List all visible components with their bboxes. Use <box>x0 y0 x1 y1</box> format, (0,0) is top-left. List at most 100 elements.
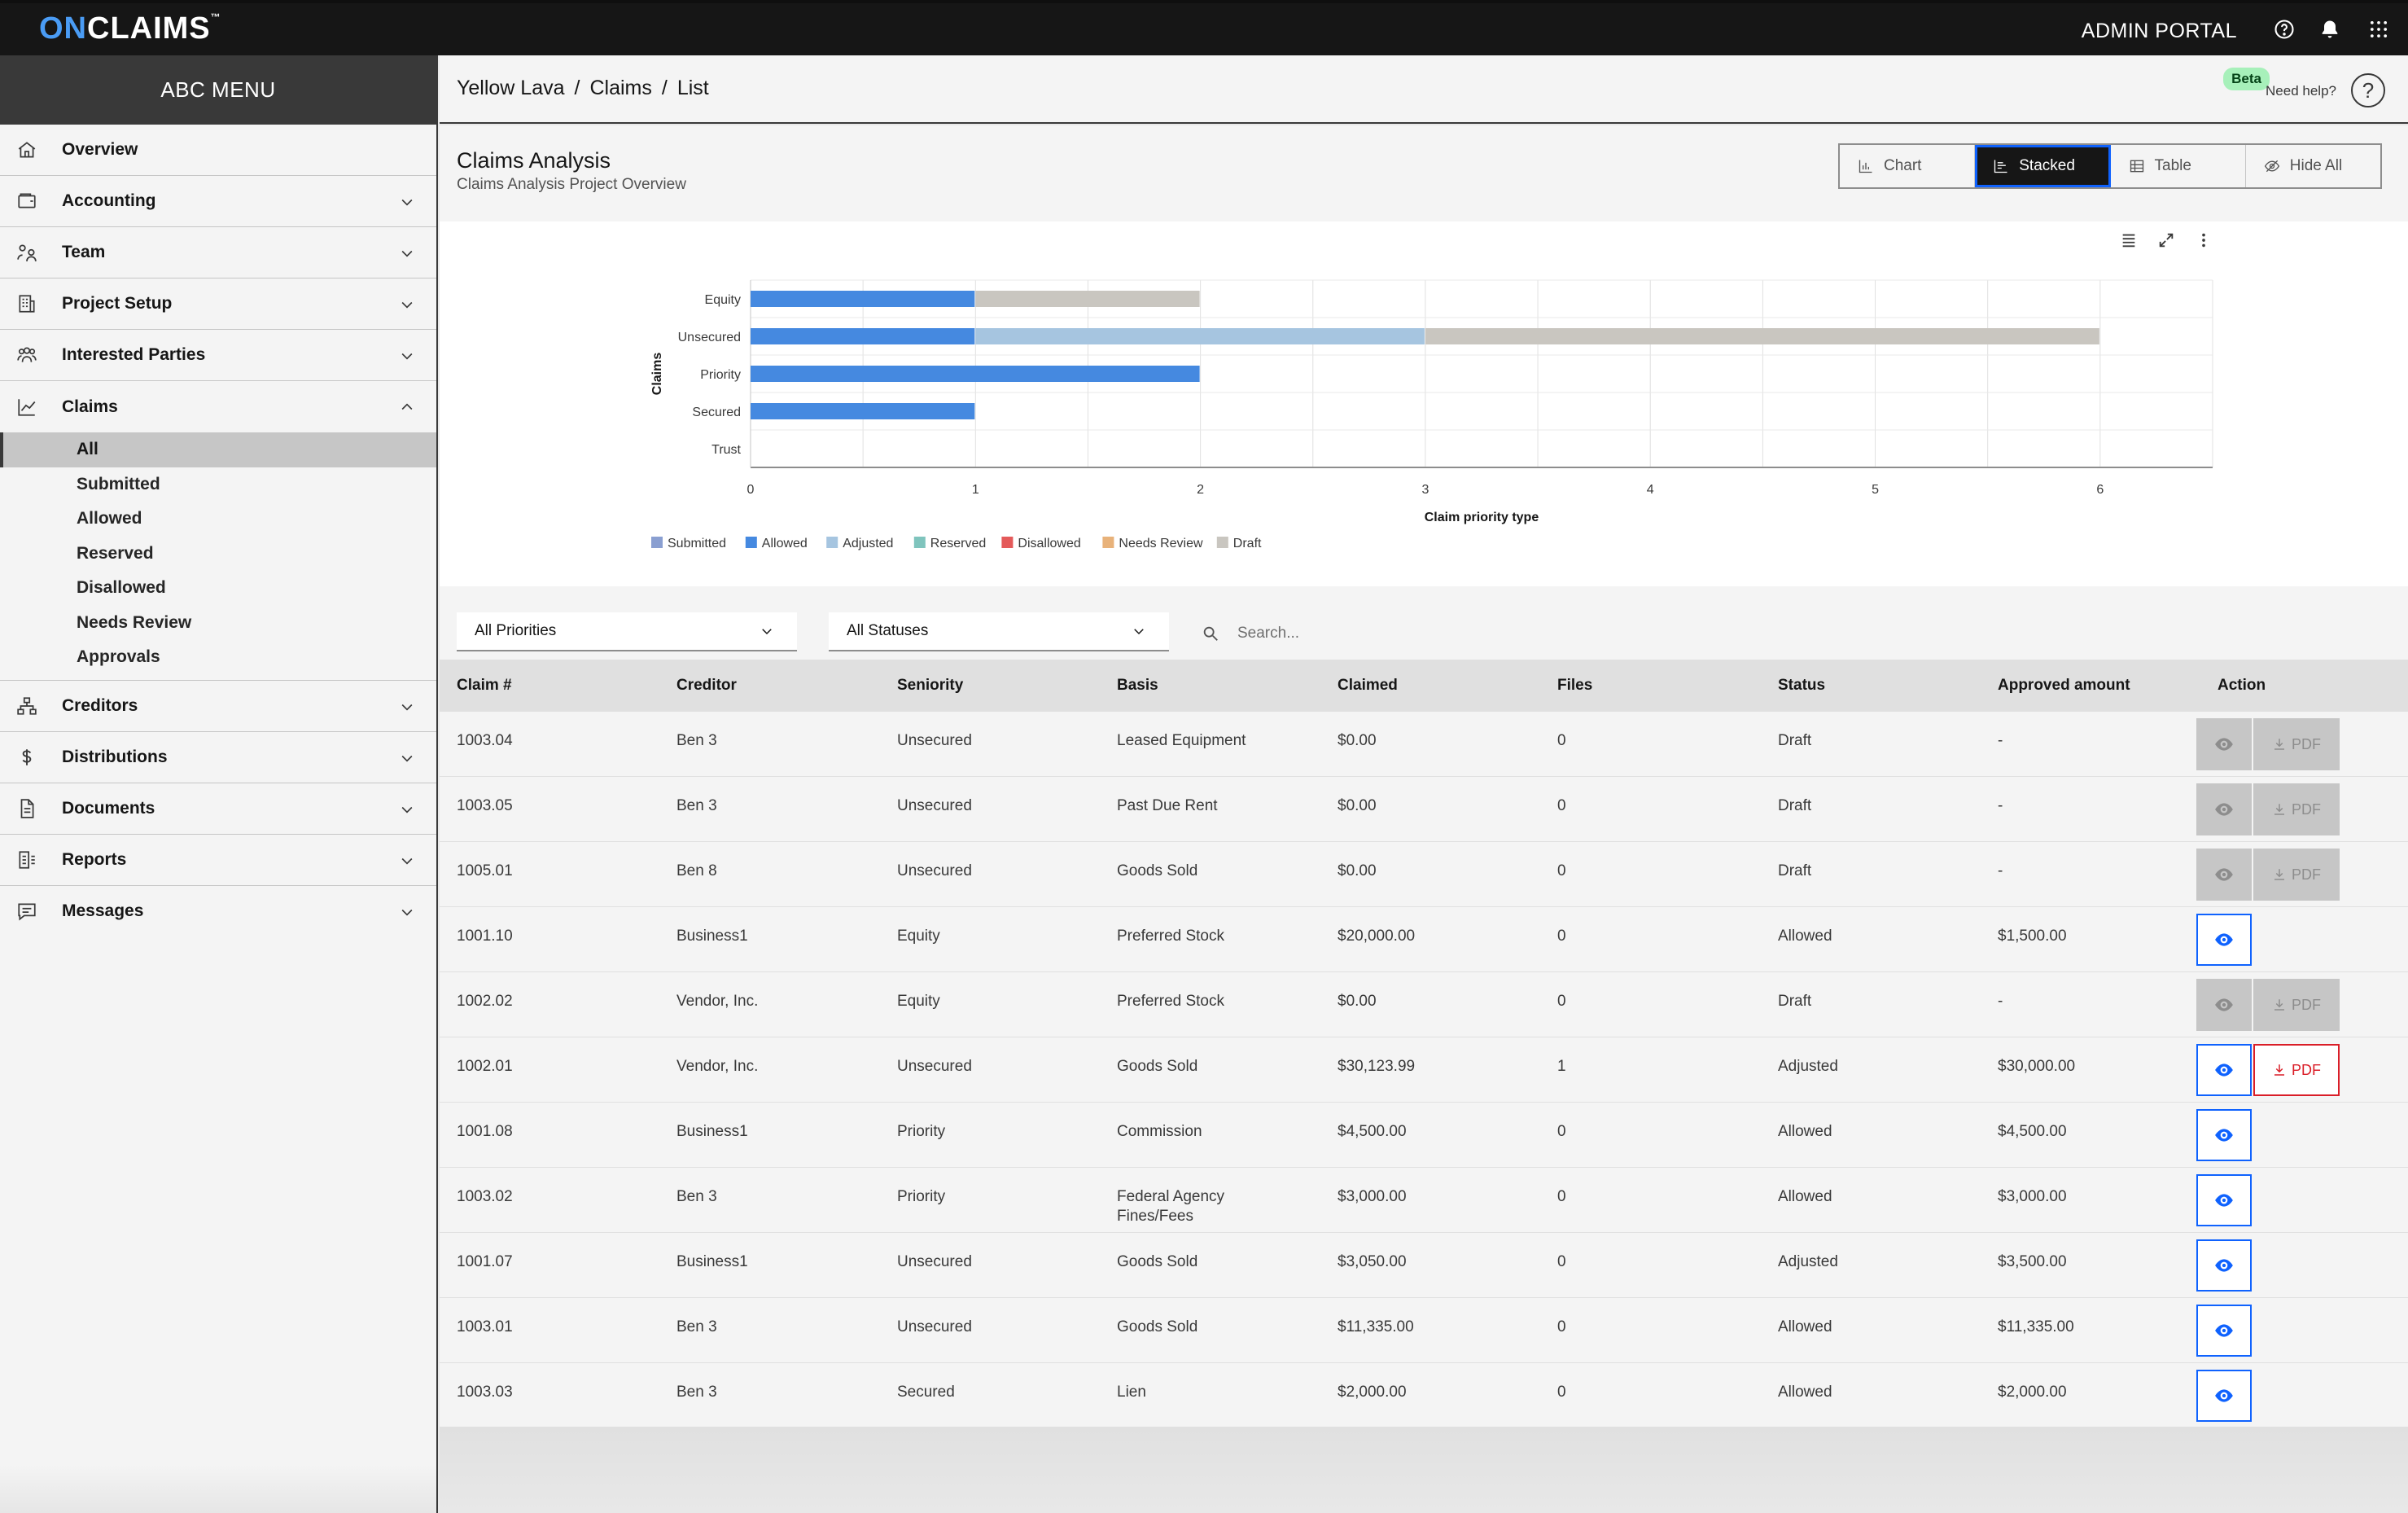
breadcrumb-item-list: List <box>676 77 709 99</box>
sidebar-item-label: Interested Parties <box>62 345 206 364</box>
view-claim-button[interactable] <box>2196 849 2252 901</box>
column-header-seniority[interactable]: Seniority <box>897 677 964 694</box>
table-row[interactable]: 1001.07 Business1 Unsecured Goods Sold $3,05… <box>440 1233 2408 1298</box>
view-claim-button[interactable] <box>2196 1370 2252 1422</box>
view-claim-button[interactable] <box>2196 914 2252 966</box>
column-header-basis[interactable]: Basis <box>1117 677 1158 694</box>
table-row[interactable]: 1003.03 Ben 3 Secured Lien $2,000.00 0 Allowed… <box>440 1363 2408 1428</box>
table-body: 1003.04 Ben 3 Unsecured Leased Equipment $0.… <box>440 712 2408 1428</box>
column-header-claimed[interactable]: Claimed <box>1338 677 1398 694</box>
search-input[interactable] <box>1237 625 1547 642</box>
column-header-status[interactable]: Status <box>1778 677 1826 694</box>
list-view-icon[interactable] <box>2120 231 2138 249</box>
sidebar-item-label: Team <box>62 243 106 261</box>
download-pdf-button[interactable]: PDF <box>2253 979 2340 1031</box>
view-claim-button[interactable] <box>2196 718 2252 770</box>
sidebar-item-interested-parties[interactable]: Interested Parties <box>0 330 436 381</box>
need-help-label[interactable]: Need help? <box>2266 83 2336 99</box>
sidebar-item-label: Creditors <box>62 695 138 715</box>
breadcrumb-item-project[interactable]: Yellow Lava <box>457 77 565 99</box>
view-claim-button[interactable] <box>2196 1044 2252 1096</box>
overflow-menu-icon[interactable] <box>2195 231 2213 249</box>
view-claim-button[interactable] <box>2196 979 2252 1031</box>
sidebar-subitem-reserved[interactable]: Reserved <box>77 543 154 563</box>
sidebar-item-team[interactable]: Team <box>0 227 436 278</box>
legend-swatch <box>1102 537 1114 548</box>
table-row[interactable]: 1002.01 Vendor, Inc. Unsecured Goods Sold $3… <box>440 1037 2408 1103</box>
view-claim-button[interactable] <box>2196 1305 2252 1357</box>
view-switcher: Chart Stacked Table Hide All <box>1838 143 2382 189</box>
cell-status: Draft <box>1778 862 1812 879</box>
help-icon[interactable] <box>2273 18 2296 41</box>
y-tick-label: Equity <box>705 293 741 307</box>
sidebar-subitem-all[interactable]: All <box>0 432 436 467</box>
download-pdf-button[interactable]: PDF <box>2253 783 2340 835</box>
table-row[interactable]: 1003.04 Ben 3 Unsecured Leased Equipment $0.… <box>440 712 2408 777</box>
sidebar-item-documents[interactable]: Documents <box>0 783 436 835</box>
sidebar-item-messages[interactable]: Messages <box>0 886 436 937</box>
column-header-files[interactable]: Files <box>1557 677 1593 694</box>
download-pdf-button[interactable]: PDF <box>2253 1044 2340 1096</box>
column-header-action: Action <box>2218 677 2266 694</box>
bar-draft <box>1425 328 2099 344</box>
table-row[interactable]: 1003.01 Ben 3 Unsecured Goods Sold $11,335.0… <box>440 1298 2408 1363</box>
cell-seniority: Priority <box>897 1123 946 1140</box>
view-claim-button[interactable] <box>2196 783 2252 835</box>
chevron-up-icon <box>399 399 415 415</box>
view-hide-all-button[interactable]: Hide All <box>2246 145 2380 187</box>
bar-allowed <box>751 291 975 307</box>
view-stacked-button[interactable]: Stacked <box>1975 145 2111 187</box>
sidebar-item-reports[interactable]: Reports <box>0 835 436 886</box>
sidebar-subitem-needs-review[interactable]: Needs Review <box>77 612 192 632</box>
status-dropdown[interactable]: All Statuses <box>829 612 1169 651</box>
sidebar-subitem-disallowed[interactable]: Disallowed <box>77 578 166 598</box>
view-claim-button[interactable] <box>2196 1239 2252 1292</box>
table-icon <box>2130 160 2143 173</box>
eye-icon <box>2215 933 2233 946</box>
help-button[interactable]: ? <box>2351 73 2385 107</box>
search-box <box>1197 612 1571 655</box>
row-actions: PDF <box>2196 718 2340 770</box>
sidebar-item-creditors[interactable]: Creditors <box>0 681 436 732</box>
maximize-icon[interactable] <box>2157 231 2175 249</box>
cell-claim-number: 1003.01 <box>457 1318 513 1335</box>
sidebar-item-claims[interactable]: Claims <box>0 381 436 432</box>
table-row[interactable]: 1003.02 Ben 3 Priority Federal Agency Fines… <box>440 1168 2408 1233</box>
sidebar-subitem-allowed[interactable]: Allowed <box>77 509 142 528</box>
app-logo[interactable]: ONCLAIMS™ <box>39 11 221 46</box>
app-switcher-icon[interactable] <box>2367 18 2390 41</box>
bar-allowed <box>751 328 975 344</box>
notification-icon[interactable] <box>2318 18 2341 41</box>
cell-files: 0 <box>1557 1318 1566 1335</box>
download-pdf-button[interactable]: PDF <box>2253 718 2340 770</box>
view-chart-button[interactable]: Chart <box>1840 145 1976 187</box>
table-row[interactable]: 1005.01 Ben 8 Unsecured Goods Sold $0.00 0 Dra… <box>440 842 2408 907</box>
cell-creditor: Ben 3 <box>676 797 717 814</box>
table-row[interactable]: 1003.05 Ben 3 Unsecured Past Due Rent $0.00 0… <box>440 777 2408 842</box>
view-claim-button[interactable] <box>2196 1109 2252 1161</box>
cell-claim-number: 1002.02 <box>457 993 513 1010</box>
column-header-approved-amount[interactable]: Approved amount <box>1998 677 2130 694</box>
column-header-creditor[interactable]: Creditor <box>676 677 737 694</box>
view-claim-button[interactable] <box>2196 1174 2252 1226</box>
table-row[interactable]: 1002.02 Vendor, Inc. Equity Preferred Stock… <box>440 972 2408 1037</box>
sidebar-item-project-setup[interactable]: Project Setup <box>0 278 436 330</box>
priority-dropdown[interactable]: All Priorities <box>457 612 797 651</box>
breadcrumb-item-claims[interactable]: Claims <box>589 77 652 99</box>
cell-basis: Goods Sold <box>1117 862 1198 879</box>
table-row[interactable]: 1001.08 Business1 Priority Commission $4,500… <box>440 1103 2408 1168</box>
cell-files: 0 <box>1557 862 1566 879</box>
row-actions <box>2196 1174 2252 1226</box>
sidebar-subitem-submitted[interactable]: Submitted <box>77 474 160 493</box>
download-pdf-button[interactable]: PDF <box>2253 849 2340 901</box>
view-table-button[interactable]: Table <box>2111 145 2246 187</box>
sidebar-subitem-approvals[interactable]: Approvals <box>77 647 160 667</box>
sidebar-item-overview[interactable]: Overview <box>0 125 436 176</box>
breadcrumb: Yellow Lava / Claims / List <box>457 77 709 100</box>
table-row[interactable]: 1001.10 Business1 Equity Preferred Stock $20… <box>440 907 2408 972</box>
x-tick-label: 6 <box>2096 483 2104 497</box>
building-icon <box>16 293 37 314</box>
sidebar-item-accounting[interactable]: Accounting <box>0 176 436 227</box>
column-header-claim[interactable]: Claim # <box>457 677 512 694</box>
sidebar-item-distributions[interactable]: Distributions <box>0 732 436 783</box>
